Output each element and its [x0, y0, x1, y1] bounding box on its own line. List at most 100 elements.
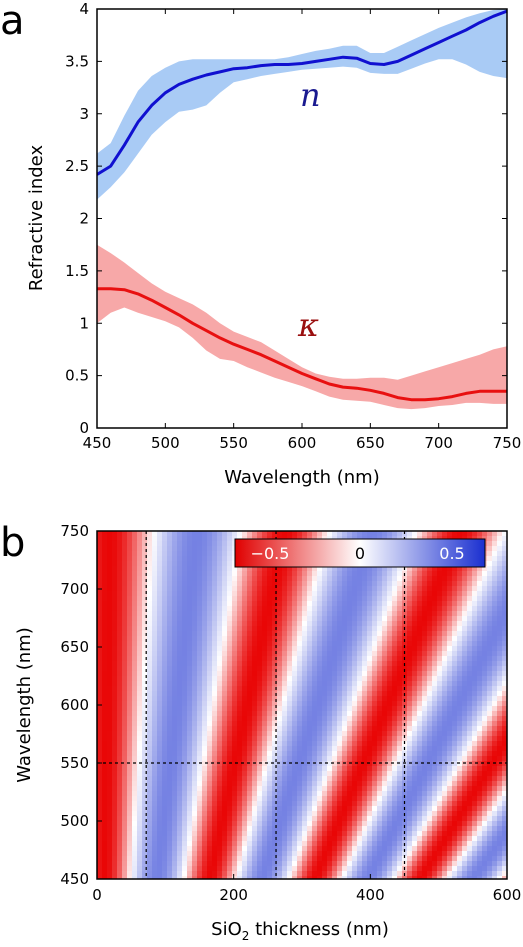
heatmap-cell	[177, 716, 183, 722]
heatmap-cell	[237, 861, 243, 867]
heatmap-cell	[112, 631, 118, 637]
heatmap-cell	[387, 741, 393, 747]
heatmap-cell	[107, 851, 113, 857]
heatmap-cell	[102, 751, 108, 757]
heatmap-cell	[297, 851, 303, 857]
heatmap-cell	[222, 721, 228, 727]
heatmap-cell	[117, 791, 123, 797]
heatmap-cell	[312, 826, 318, 832]
heatmap-cell	[137, 541, 143, 547]
heatmap-cell	[157, 696, 163, 702]
heatmap-cell	[257, 781, 263, 787]
heatmap-cell	[257, 626, 263, 632]
heatmap-cell	[367, 621, 373, 627]
heatmap-cell	[417, 631, 423, 637]
heatmap-cell	[147, 686, 153, 692]
heatmap-cell	[382, 566, 388, 572]
heatmap-cell	[287, 651, 293, 657]
heatmap-cell	[122, 786, 128, 792]
heatmap-cell	[327, 871, 333, 877]
heatmap-cell	[272, 721, 278, 727]
heatmap-cell	[277, 836, 283, 842]
heatmap-cell	[232, 721, 238, 727]
heatmap-cell	[277, 846, 283, 852]
heatmap-cell	[412, 856, 418, 862]
heatmap-cell	[132, 756, 138, 762]
heatmap-cell	[162, 666, 168, 672]
heatmap-cell	[232, 851, 238, 857]
heatmap-cell	[402, 586, 408, 592]
heatmap-cell	[377, 751, 383, 757]
heatmap-cell	[437, 801, 443, 807]
heatmap-cell	[167, 806, 173, 812]
heatmap-cell	[292, 661, 298, 667]
heatmap-cell	[97, 731, 103, 737]
heatmap-cell	[277, 826, 283, 832]
heatmap-cell	[212, 726, 218, 732]
heatmap-cell	[237, 831, 243, 837]
heatmap-cell	[382, 641, 388, 647]
heatmap-cell	[417, 831, 423, 837]
heatmap-cell	[312, 856, 318, 862]
heatmap-cell	[362, 666, 368, 672]
heatmap-cell	[322, 651, 328, 657]
heatmap-cell	[222, 776, 228, 782]
heatmap-cell	[412, 596, 418, 602]
heatmap-cell	[322, 711, 328, 717]
heatmap-cell	[377, 871, 383, 877]
heatmap-cell	[372, 616, 378, 622]
heatmap-cell	[167, 726, 173, 732]
heatmap-cell	[227, 856, 233, 862]
heatmap-cell	[177, 601, 183, 607]
heatmap-cell	[277, 801, 283, 807]
heatmap-cell	[197, 721, 203, 727]
heatmap-cell	[442, 856, 448, 862]
heatmap-cell	[382, 626, 388, 632]
heatmap-cell	[312, 666, 318, 672]
heatmap-cell	[397, 696, 403, 702]
heatmap-cell	[232, 756, 238, 762]
heatmap-cell	[172, 766, 178, 772]
heatmap-cell	[227, 831, 233, 837]
heatmap-cell	[302, 651, 308, 657]
heatmap-cell	[302, 656, 308, 662]
heatmap-cell	[237, 871, 243, 877]
heatmap-cell	[322, 826, 328, 832]
heatmap-cell	[317, 571, 323, 577]
heatmap-cell	[422, 736, 428, 742]
heatmap-cell	[307, 746, 313, 752]
heatmap-cell	[287, 696, 293, 702]
heatmap-cell	[297, 576, 303, 582]
heatmap-cell	[127, 776, 133, 782]
heatmap-cell	[102, 646, 108, 652]
heatmap-cell	[167, 861, 173, 867]
heatmap-cell	[152, 786, 158, 792]
heatmap-cell	[342, 586, 348, 592]
heatmap-cell	[227, 871, 233, 877]
heatmap-cell	[177, 646, 183, 652]
heatmap-cell	[357, 636, 363, 642]
heatmap-cell	[242, 581, 248, 587]
heatmap-cell	[167, 711, 173, 717]
heatmap-cell	[382, 706, 388, 712]
heatmap-cell	[172, 601, 178, 607]
heatmap-cell	[332, 776, 338, 782]
heatmap-cell	[227, 721, 233, 727]
heatmap-cell	[382, 871, 388, 877]
heatmap-cell	[167, 651, 173, 657]
heatmap-cell	[382, 601, 388, 607]
heatmap-cell	[172, 696, 178, 702]
heatmap-cell	[392, 596, 398, 602]
heatmap-cell	[317, 651, 323, 657]
heatmap-cell	[267, 726, 273, 732]
heatmap-cell	[152, 771, 158, 777]
heatmap-cell	[417, 836, 423, 842]
heatmap-cell	[297, 826, 303, 832]
heatmap-cell	[437, 636, 443, 642]
heatmap-cell	[282, 821, 288, 827]
heatmap-cell	[307, 611, 313, 617]
heatmap-cell	[242, 576, 248, 582]
y-tick-label-a: 0.5	[65, 367, 89, 385]
heatmap-cell	[127, 796, 133, 802]
heatmap-cell	[322, 686, 328, 692]
